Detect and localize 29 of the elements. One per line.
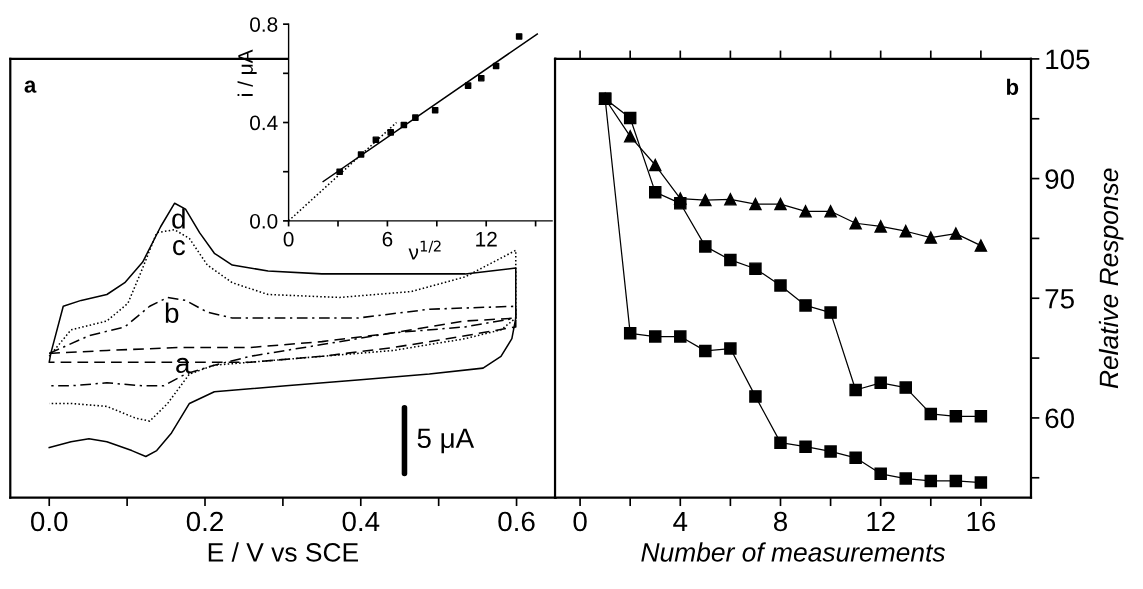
x-axis-title: ν$^{1/2}$: [408, 240, 441, 260]
y2-axis-title: Relative Response: [1098, 168, 1124, 389]
series-label: d: [172, 208, 185, 229]
x-axis-title: E / V vs SCE: [208, 542, 359, 562]
x-tick-label: 6: [382, 231, 393, 247]
x-tick-label: 0.4: [342, 511, 380, 532]
x-tick-label: 12: [867, 511, 895, 532]
series-label: c: [173, 240, 186, 256]
x-tick-label: 0: [573, 511, 587, 532]
y2-tick-label: 105: [1046, 49, 1090, 70]
annotation: 5 μA: [417, 428, 475, 454]
y-tick-label: 0.4: [250, 115, 278, 131]
y2-tick-label: 60: [1045, 408, 1074, 429]
x-axis-title: Number of measurements: [641, 542, 946, 562]
annotation: b: [1006, 78, 1019, 95]
x-tick-label: 12: [476, 231, 497, 247]
x-tick-label: 16: [967, 511, 996, 532]
y-tick-label: 0.8: [250, 17, 278, 32]
x-tick-label: 0.0: [31, 511, 68, 532]
series-label: b: [165, 302, 179, 323]
x-tick-label: 4: [673, 511, 688, 532]
y-tick-label: 0.0: [250, 213, 278, 229]
x-tick-label: 0.6: [498, 511, 535, 532]
text: a: [24, 80, 37, 93]
x-tick-label: 0.2: [186, 511, 223, 532]
y2-tick-label: 75: [1045, 289, 1074, 309]
x-tick-label: 0: [283, 231, 294, 247]
y2-tick-label: 90: [1045, 169, 1074, 189]
x-tick-label: 8: [773, 511, 788, 532]
